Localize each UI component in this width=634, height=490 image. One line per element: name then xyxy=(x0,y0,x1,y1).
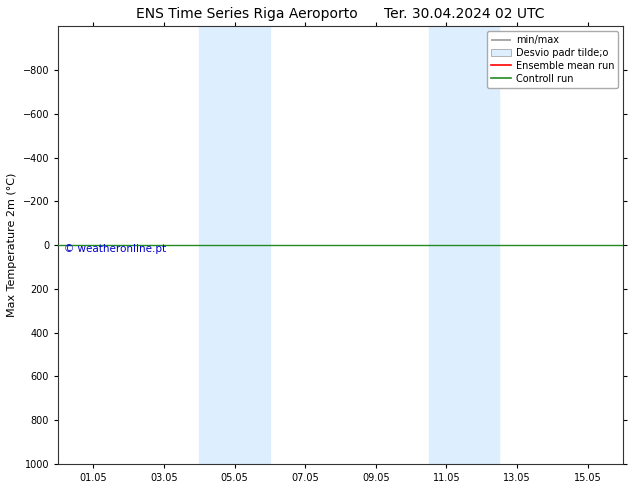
Bar xyxy=(199,26,270,464)
Legend: min/max, Desvio padr tilde;o, Ensemble mean run, Controll run: min/max, Desvio padr tilde;o, Ensemble m… xyxy=(488,31,618,88)
Bar xyxy=(429,26,500,464)
Title: ENS Time Series Riga Aeroporto      Ter. 30.04.2024 02 UTC: ENS Time Series Riga Aeroporto Ter. 30.0… xyxy=(136,7,545,21)
Y-axis label: Max Temperature 2m (°C): Max Temperature 2m (°C) xyxy=(7,173,17,318)
Text: © weatheronline.pt: © weatheronline.pt xyxy=(64,244,166,254)
